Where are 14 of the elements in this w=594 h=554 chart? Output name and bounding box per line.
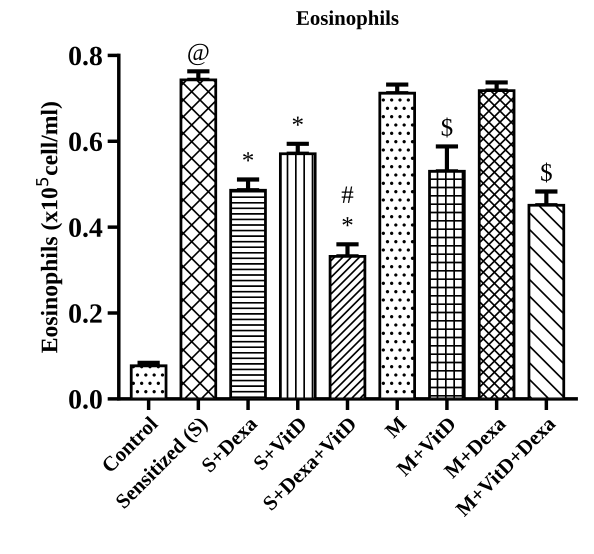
annotation: @ bbox=[188, 44, 209, 66]
annotation: $ bbox=[541, 162, 552, 183]
annotation: * bbox=[243, 152, 254, 162]
annotation: $ bbox=[442, 117, 452, 138]
y-tick-label: 0.4 bbox=[69, 218, 102, 238]
annotation: # bbox=[342, 186, 354, 203]
y-axis-title: Eosinophils (x10$^{5}$cell/ml) bbox=[36, 102, 62, 353]
chart-title: Eosinophils bbox=[296, 10, 399, 30]
annotation: * bbox=[342, 217, 353, 226]
y-tick-label: 0.6 bbox=[69, 132, 102, 152]
y-tick-label: 0.8 bbox=[69, 46, 102, 66]
y-tick-label: 0.2 bbox=[69, 304, 102, 324]
annotation: * bbox=[292, 116, 303, 126]
y-tick-label: 0.0 bbox=[69, 390, 102, 409]
